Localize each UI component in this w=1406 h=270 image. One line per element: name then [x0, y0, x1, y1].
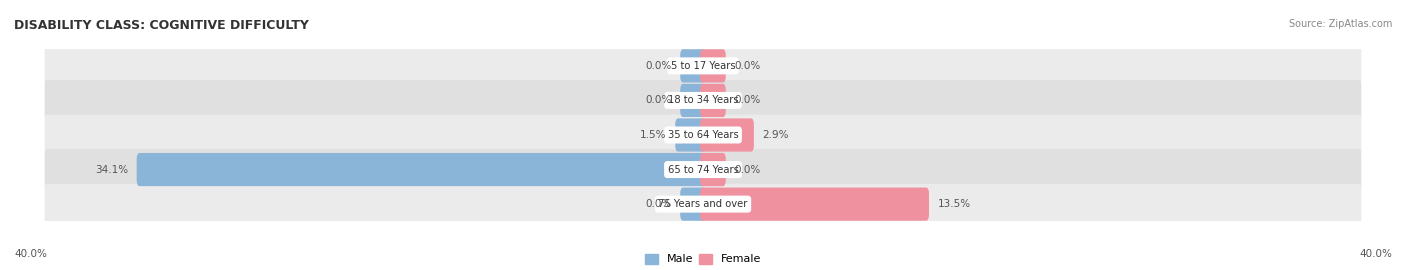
Text: 0.0%: 0.0% [645, 95, 672, 106]
Text: 1.5%: 1.5% [640, 130, 666, 140]
FancyBboxPatch shape [675, 119, 706, 151]
FancyBboxPatch shape [700, 188, 929, 221]
Text: 13.5%: 13.5% [938, 199, 970, 209]
Text: 18 to 34 Years: 18 to 34 Years [668, 95, 738, 106]
Text: DISABILITY CLASS: COGNITIVE DIFFICULTY: DISABILITY CLASS: COGNITIVE DIFFICULTY [14, 19, 309, 32]
Text: 34.1%: 34.1% [96, 164, 128, 175]
FancyBboxPatch shape [700, 84, 725, 117]
Text: 0.0%: 0.0% [645, 199, 672, 209]
FancyBboxPatch shape [700, 119, 754, 151]
Text: 2.9%: 2.9% [762, 130, 789, 140]
FancyBboxPatch shape [700, 49, 725, 82]
FancyBboxPatch shape [681, 84, 706, 117]
Text: 0.0%: 0.0% [734, 164, 761, 175]
FancyBboxPatch shape [136, 153, 706, 186]
Text: 0.0%: 0.0% [734, 61, 761, 71]
FancyBboxPatch shape [681, 188, 706, 221]
FancyBboxPatch shape [681, 49, 706, 82]
FancyBboxPatch shape [45, 184, 1361, 225]
FancyBboxPatch shape [45, 114, 1361, 156]
Text: 40.0%: 40.0% [14, 249, 46, 259]
Text: 65 to 74 Years: 65 to 74 Years [668, 164, 738, 175]
FancyBboxPatch shape [45, 149, 1361, 190]
Text: 35 to 64 Years: 35 to 64 Years [668, 130, 738, 140]
Text: 75 Years and over: 75 Years and over [658, 199, 748, 209]
FancyBboxPatch shape [45, 45, 1361, 86]
Text: 5 to 17 Years: 5 to 17 Years [671, 61, 735, 71]
FancyBboxPatch shape [45, 80, 1361, 121]
Text: 0.0%: 0.0% [734, 95, 761, 106]
Text: Source: ZipAtlas.com: Source: ZipAtlas.com [1288, 19, 1392, 29]
FancyBboxPatch shape [700, 153, 725, 186]
Text: 40.0%: 40.0% [1360, 249, 1392, 259]
Legend: Male, Female: Male, Female [644, 254, 762, 264]
Text: 0.0%: 0.0% [645, 61, 672, 71]
